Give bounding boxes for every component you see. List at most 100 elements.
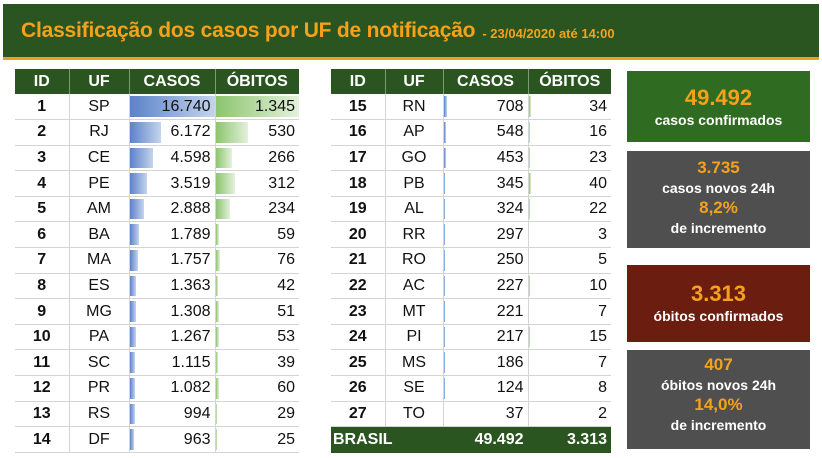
states-table-right: ID UF CASOS ÓBITOS 15 RN 708 34 16 AP 548 16 17 G… [331,69,611,453]
row-uf: RO [385,247,444,274]
row-id: 22 [331,273,386,300]
row-uf: PB [385,170,444,197]
row-obitos-cell: 15 [528,324,611,351]
row-obitos-cell: 2 [528,401,611,428]
row-obitos: 7 [598,353,607,371]
new-cases-label: casos novos 24h [662,180,775,196]
row-id: 2 [15,119,70,146]
col-header-obitos: ÓBITOS [528,69,611,94]
row-id: 19 [331,196,386,223]
row-id: 5 [15,196,70,223]
table-row: 2 RJ 6.172 530 [15,119,299,146]
col-header-uf: UF [385,69,444,94]
new-deaths-card: 407 óbitos novos 24h 14,0% de incremento [627,350,810,449]
row-id: 16 [331,119,386,146]
obitos-data-bar [215,198,231,220]
row-obitos: 22 [589,200,607,218]
row-uf: CE [69,145,130,172]
table-row: 20 RR 297 3 [331,221,611,249]
row-obitos-cell: 25 [215,426,299,453]
obitos-data-bar [528,326,530,348]
row-casos: 324 [496,200,524,218]
row-casos: 1.115 [171,353,211,371]
table-row: 22 AC 227 10 [331,273,611,300]
row-obitos: 23 [589,148,607,166]
obitos-data-bar [215,378,220,399]
row-casos-cell: 1.363 [129,273,216,300]
row-obitos: 42 [277,276,295,294]
casos-data-bar [443,250,445,271]
row-casos-cell: 6.172 [129,119,216,146]
row-id: 4 [15,170,70,197]
col-header-casos: CASOS [443,69,529,94]
row-obitos-cell: 10 [528,273,611,300]
row-casos-cell: 345 [443,170,529,197]
row-uf: PI [385,324,444,351]
row-casos-cell: 250 [443,247,529,274]
row-casos: 16.740 [161,97,211,115]
row-uf: AL [385,196,444,223]
row-casos: 221 [496,302,524,320]
row-casos-cell: 297 [443,221,529,249]
row-uf: AM [69,196,130,223]
row-casos-cell: 963 [129,426,216,453]
row-uf: MA [69,247,130,274]
obitos-data-bar [215,403,218,425]
row-obitos: 312 [268,174,295,192]
table-row: 3 CE 4.598 266 [15,145,299,172]
row-casos-cell: 1.757 [129,247,216,274]
row-obitos: 234 [268,200,295,218]
row-obitos-cell: 60 [215,375,299,402]
row-id: 23 [331,298,386,325]
casos-data-bar [129,378,135,399]
casos-data-bar [443,198,446,220]
page-header: Classificação dos casos por UF de notifi… [3,4,819,60]
row-uf: MG [69,298,130,325]
row-casos-cell: 4.598 [129,145,216,172]
row-obitos-cell: 312 [215,170,299,197]
row-obitos: 10 [589,276,607,294]
table-row: 10 PA 1.267 53 [15,324,299,351]
row-casos-cell: 217 [443,324,529,351]
obitos-data-bar [215,429,218,450]
obitos-data-bar [528,173,531,194]
obitos-data-bar [215,352,218,374]
row-uf: SC [69,349,130,377]
new-cases-pct: 8,2% [699,198,738,217]
row-casos: 708 [496,97,524,115]
casos-data-bar [443,378,445,399]
row-id: 10 [15,324,70,351]
row-obitos-cell: 34 [528,94,611,121]
new-deaths-pct: 14,0% [694,395,743,414]
row-uf: BA [69,221,130,249]
row-casos: 1.308 [170,302,211,320]
row-casos-cell: 1.267 [129,324,216,351]
table-row: 13 RS 994 29 [15,401,299,428]
casos-data-bar [129,224,139,246]
row-obitos: 39 [277,353,295,371]
row-uf: RR [385,221,444,249]
casos-data-bar [129,352,136,374]
row-obitos: 3 [598,225,607,243]
casos-data-bar [443,173,446,194]
row-casos: 6.172 [170,123,211,141]
casos-data-bar [129,147,153,169]
obitos-data-bar [528,96,531,118]
row-casos: 1.082 [170,379,211,397]
row-uf: PR [69,375,130,402]
row-casos-cell: 2.888 [129,196,216,223]
obitos-data-bar [215,147,233,169]
row-obitos: 15 [589,328,607,346]
row-casos-cell: 453 [443,145,529,172]
row-obitos: 8 [598,379,607,397]
row-casos-cell: 227 [443,273,529,300]
row-obitos-cell: 1.345 [215,94,299,121]
row-obitos-cell: 51 [215,298,299,325]
new-deaths-pct-label: de incremento [670,417,767,433]
row-casos: 548 [496,123,524,141]
table-row: 6 BA 1.789 59 [15,221,299,249]
row-uf: AC [385,273,444,300]
row-obitos: 530 [268,123,295,141]
total-row: BRASIL 49.492 3.313 [331,426,611,453]
casos-data-bar [443,275,445,297]
